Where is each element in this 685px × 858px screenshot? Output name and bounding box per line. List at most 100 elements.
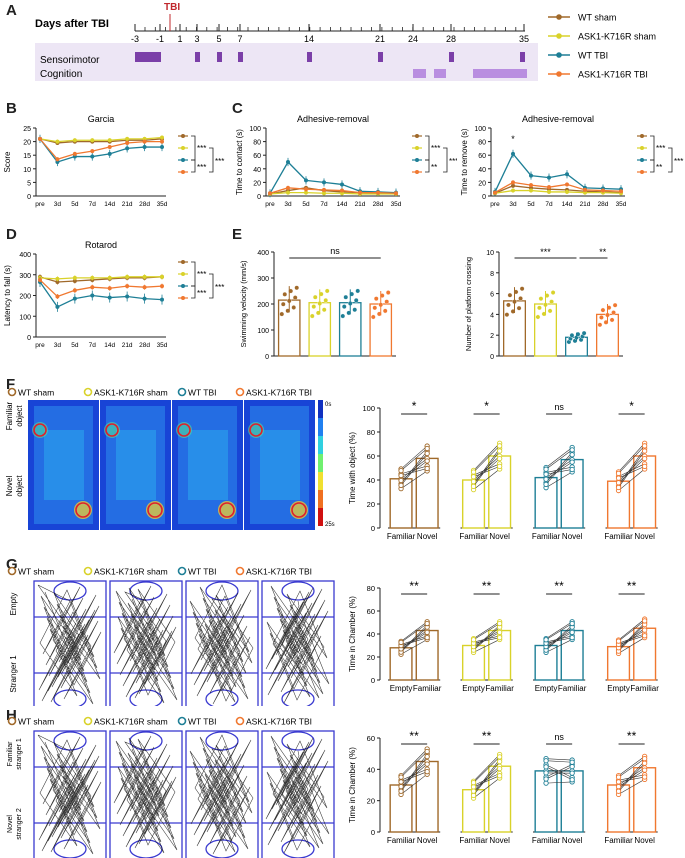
data-point bbox=[496, 620, 503, 627]
x-tick-label: 28d bbox=[598, 201, 609, 208]
data-point bbox=[615, 638, 622, 644]
color-scale-segment bbox=[318, 490, 323, 508]
data-point bbox=[398, 788, 404, 794]
legend-label: WT sham bbox=[18, 388, 54, 398]
timeline-tick-label: 35 bbox=[519, 34, 529, 44]
paired-line bbox=[618, 618, 645, 641]
data-point bbox=[90, 138, 95, 143]
sig-label: *** bbox=[197, 144, 206, 153]
data-point bbox=[470, 469, 477, 475]
x-tick-label: 35d bbox=[157, 342, 168, 349]
data-point bbox=[343, 294, 349, 300]
data-point bbox=[565, 189, 569, 194]
paired-line bbox=[400, 453, 428, 486]
data-point bbox=[268, 191, 272, 196]
data-point bbox=[72, 288, 77, 293]
y-tick-label: 80 bbox=[478, 140, 486, 147]
y-tick-label: 0 bbox=[371, 524, 375, 533]
legend-marker bbox=[83, 716, 93, 726]
legend-marker bbox=[640, 134, 644, 138]
paired-line bbox=[400, 450, 428, 484]
paired-line bbox=[618, 443, 645, 473]
data-point bbox=[107, 138, 112, 143]
x-tick-label: pre bbox=[35, 201, 45, 208]
sensorimotor-bar bbox=[449, 52, 454, 62]
legend-marker bbox=[181, 134, 185, 138]
sig-label: *** bbox=[431, 144, 440, 153]
data-point bbox=[291, 305, 297, 310]
legend-marker bbox=[181, 284, 185, 288]
x-tick-label: Empty bbox=[390, 684, 413, 693]
paired-line bbox=[618, 633, 645, 644]
paired-line bbox=[545, 454, 573, 485]
sensorimotor-bar bbox=[238, 52, 243, 62]
row-label: Empty bbox=[9, 593, 18, 616]
data-point bbox=[125, 136, 130, 141]
paired-line bbox=[473, 775, 500, 788]
sig-label: ** bbox=[482, 579, 492, 593]
data-point bbox=[322, 191, 326, 196]
paired-line bbox=[400, 460, 428, 481]
sig-label: ns bbox=[554, 402, 564, 412]
cage-ellipse bbox=[205, 581, 239, 601]
paired-line bbox=[545, 630, 573, 646]
data-point bbox=[294, 285, 300, 291]
data-point bbox=[373, 296, 379, 302]
data-point bbox=[496, 635, 503, 641]
series-line bbox=[494, 189, 622, 194]
track-box bbox=[109, 580, 183, 706]
data-point bbox=[543, 770, 549, 776]
data-point bbox=[385, 290, 391, 295]
x-tick-label: Novel bbox=[634, 836, 655, 845]
legend-marker bbox=[181, 170, 185, 174]
sociability-tracks: WT sham ASK1-K716R sham WT TBI ASK1-K716R T… bbox=[7, 567, 335, 706]
x-tick-label: 5d bbox=[71, 342, 79, 349]
y-tick-label: 20 bbox=[367, 797, 375, 806]
data-point bbox=[309, 313, 315, 319]
timeline-tick-label: 7 bbox=[237, 34, 242, 44]
x-tick-label: 5d bbox=[302, 201, 310, 208]
movement-track bbox=[113, 585, 178, 704]
row-label: object bbox=[15, 475, 24, 497]
data-point bbox=[424, 748, 430, 755]
chart-title: Adhesive-removal bbox=[297, 114, 369, 124]
sensorimotor-bar bbox=[217, 52, 222, 62]
y-tick-label: 20 bbox=[367, 500, 375, 509]
y-tick-label: 100 bbox=[474, 126, 486, 133]
y-axis-label: Swimming velocity (mm/s) bbox=[239, 260, 248, 348]
data-point bbox=[107, 275, 112, 280]
x-tick-label: Familiar bbox=[387, 532, 416, 541]
data-point bbox=[496, 773, 503, 779]
paired-line bbox=[473, 626, 500, 651]
paired-line bbox=[400, 748, 428, 776]
paired-line bbox=[618, 767, 645, 786]
color-scale-segment bbox=[318, 454, 323, 472]
data-point bbox=[125, 284, 130, 289]
paired-line bbox=[618, 463, 645, 477]
data-point bbox=[424, 465, 430, 472]
data-point bbox=[641, 627, 648, 633]
paired-line bbox=[473, 761, 500, 796]
series-line bbox=[494, 185, 622, 194]
paired-line bbox=[618, 445, 645, 474]
data-point bbox=[615, 779, 622, 785]
paired-line bbox=[546, 758, 573, 761]
chart-title: Adhesive-removal bbox=[522, 114, 594, 124]
sensorimotor-bar bbox=[135, 52, 161, 62]
data-point bbox=[72, 296, 77, 301]
paired-line bbox=[400, 761, 428, 786]
series-line bbox=[39, 138, 163, 144]
x-tick-label: Familiar bbox=[387, 836, 416, 845]
x-tick-label: Novel bbox=[634, 532, 655, 541]
data-point bbox=[322, 187, 326, 192]
data-point bbox=[511, 183, 515, 188]
x-tick-label: 7d bbox=[320, 201, 328, 208]
paired-line bbox=[545, 637, 573, 644]
x-tick-label: 7d bbox=[89, 342, 97, 349]
sig-label: ** bbox=[409, 579, 419, 593]
sig-label: *** bbox=[197, 289, 206, 298]
movement-track bbox=[265, 585, 330, 704]
data-point bbox=[569, 777, 575, 783]
